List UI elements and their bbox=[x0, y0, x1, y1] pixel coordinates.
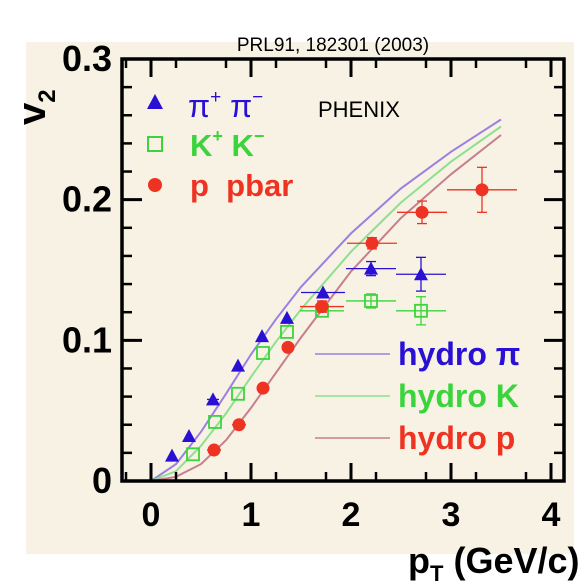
y-axis-label: v2 bbox=[10, 89, 61, 125]
pion-point bbox=[231, 358, 245, 372]
kaon-point bbox=[256, 346, 270, 360]
reference-label: PRL91, 182301 (2003) bbox=[237, 35, 429, 56]
x-tick-label: 4 bbox=[542, 496, 561, 534]
proton-point bbox=[365, 236, 379, 250]
legend-kaon-marker bbox=[147, 136, 163, 152]
legend-pion-marker bbox=[147, 94, 163, 109]
kaon-point bbox=[186, 447, 200, 462]
pion-point bbox=[414, 267, 428, 281]
x-tick-label: 3 bbox=[442, 496, 461, 534]
hydro-curves bbox=[150, 118, 502, 482]
proton-point bbox=[232, 418, 246, 432]
legend-hydro-pi-label: hydro π bbox=[398, 336, 520, 372]
proton-point bbox=[281, 340, 295, 354]
legend-data: π+ π− K+ K− p pbar bbox=[147, 87, 293, 203]
y-tick-label: 0.1 bbox=[62, 319, 112, 360]
legend-proton-label: p pbar bbox=[190, 168, 293, 203]
legend-pion-label: π+ π− bbox=[188, 87, 263, 124]
x-tick-label: 0 bbox=[142, 496, 161, 534]
pion-point bbox=[316, 285, 330, 299]
kaon-point bbox=[231, 386, 245, 401]
proton-point bbox=[207, 443, 221, 457]
plot-background bbox=[26, 42, 574, 554]
hydro-pi-curve bbox=[150, 118, 502, 482]
pion-series bbox=[165, 256, 446, 462]
legend-proton-marker bbox=[148, 178, 162, 192]
y-tick-label: 0 bbox=[92, 460, 112, 501]
x-tick-label: 1 bbox=[242, 496, 261, 534]
kaon-point bbox=[414, 303, 428, 318]
y-tick-label: 0.2 bbox=[62, 179, 112, 220]
data-points bbox=[165, 166, 517, 462]
experiment-label: PHENIX bbox=[318, 97, 400, 122]
pion-point bbox=[182, 428, 196, 442]
tick-labels: 0 1 2 3 4 0 0.1 0.2 0.3 bbox=[62, 38, 561, 534]
hydro-k-curve bbox=[150, 125, 502, 482]
proton-series bbox=[207, 166, 517, 457]
pion-point bbox=[206, 392, 220, 406]
kaon-point bbox=[208, 415, 222, 429]
x-axis-label: pT (GeV/c) bbox=[408, 540, 580, 586]
pion-point bbox=[165, 448, 179, 462]
legend-hydro-p-label: hydro p bbox=[398, 420, 515, 456]
legend-hydro-k-label: hydro K bbox=[398, 378, 519, 414]
y-tick-label: 0.3 bbox=[62, 38, 112, 79]
plot-axes-box bbox=[120, 57, 566, 483]
legend-hydro: hydro π hydro K hydro p bbox=[315, 336, 520, 456]
hydro-p-curve bbox=[150, 134, 502, 482]
axis-ticks bbox=[122, 57, 564, 483]
kaon-point bbox=[280, 324, 294, 339]
pion-point bbox=[364, 261, 378, 275]
legend-kaon-label: K+ K− bbox=[190, 126, 264, 163]
x-tick-label: 2 bbox=[342, 496, 361, 534]
proton-point bbox=[475, 183, 489, 197]
pion-point bbox=[280, 310, 294, 324]
proton-point bbox=[415, 205, 429, 219]
proton-point bbox=[256, 381, 270, 395]
pion-point bbox=[255, 329, 269, 343]
proton-point bbox=[315, 300, 329, 314]
kaon-point bbox=[364, 294, 378, 308]
